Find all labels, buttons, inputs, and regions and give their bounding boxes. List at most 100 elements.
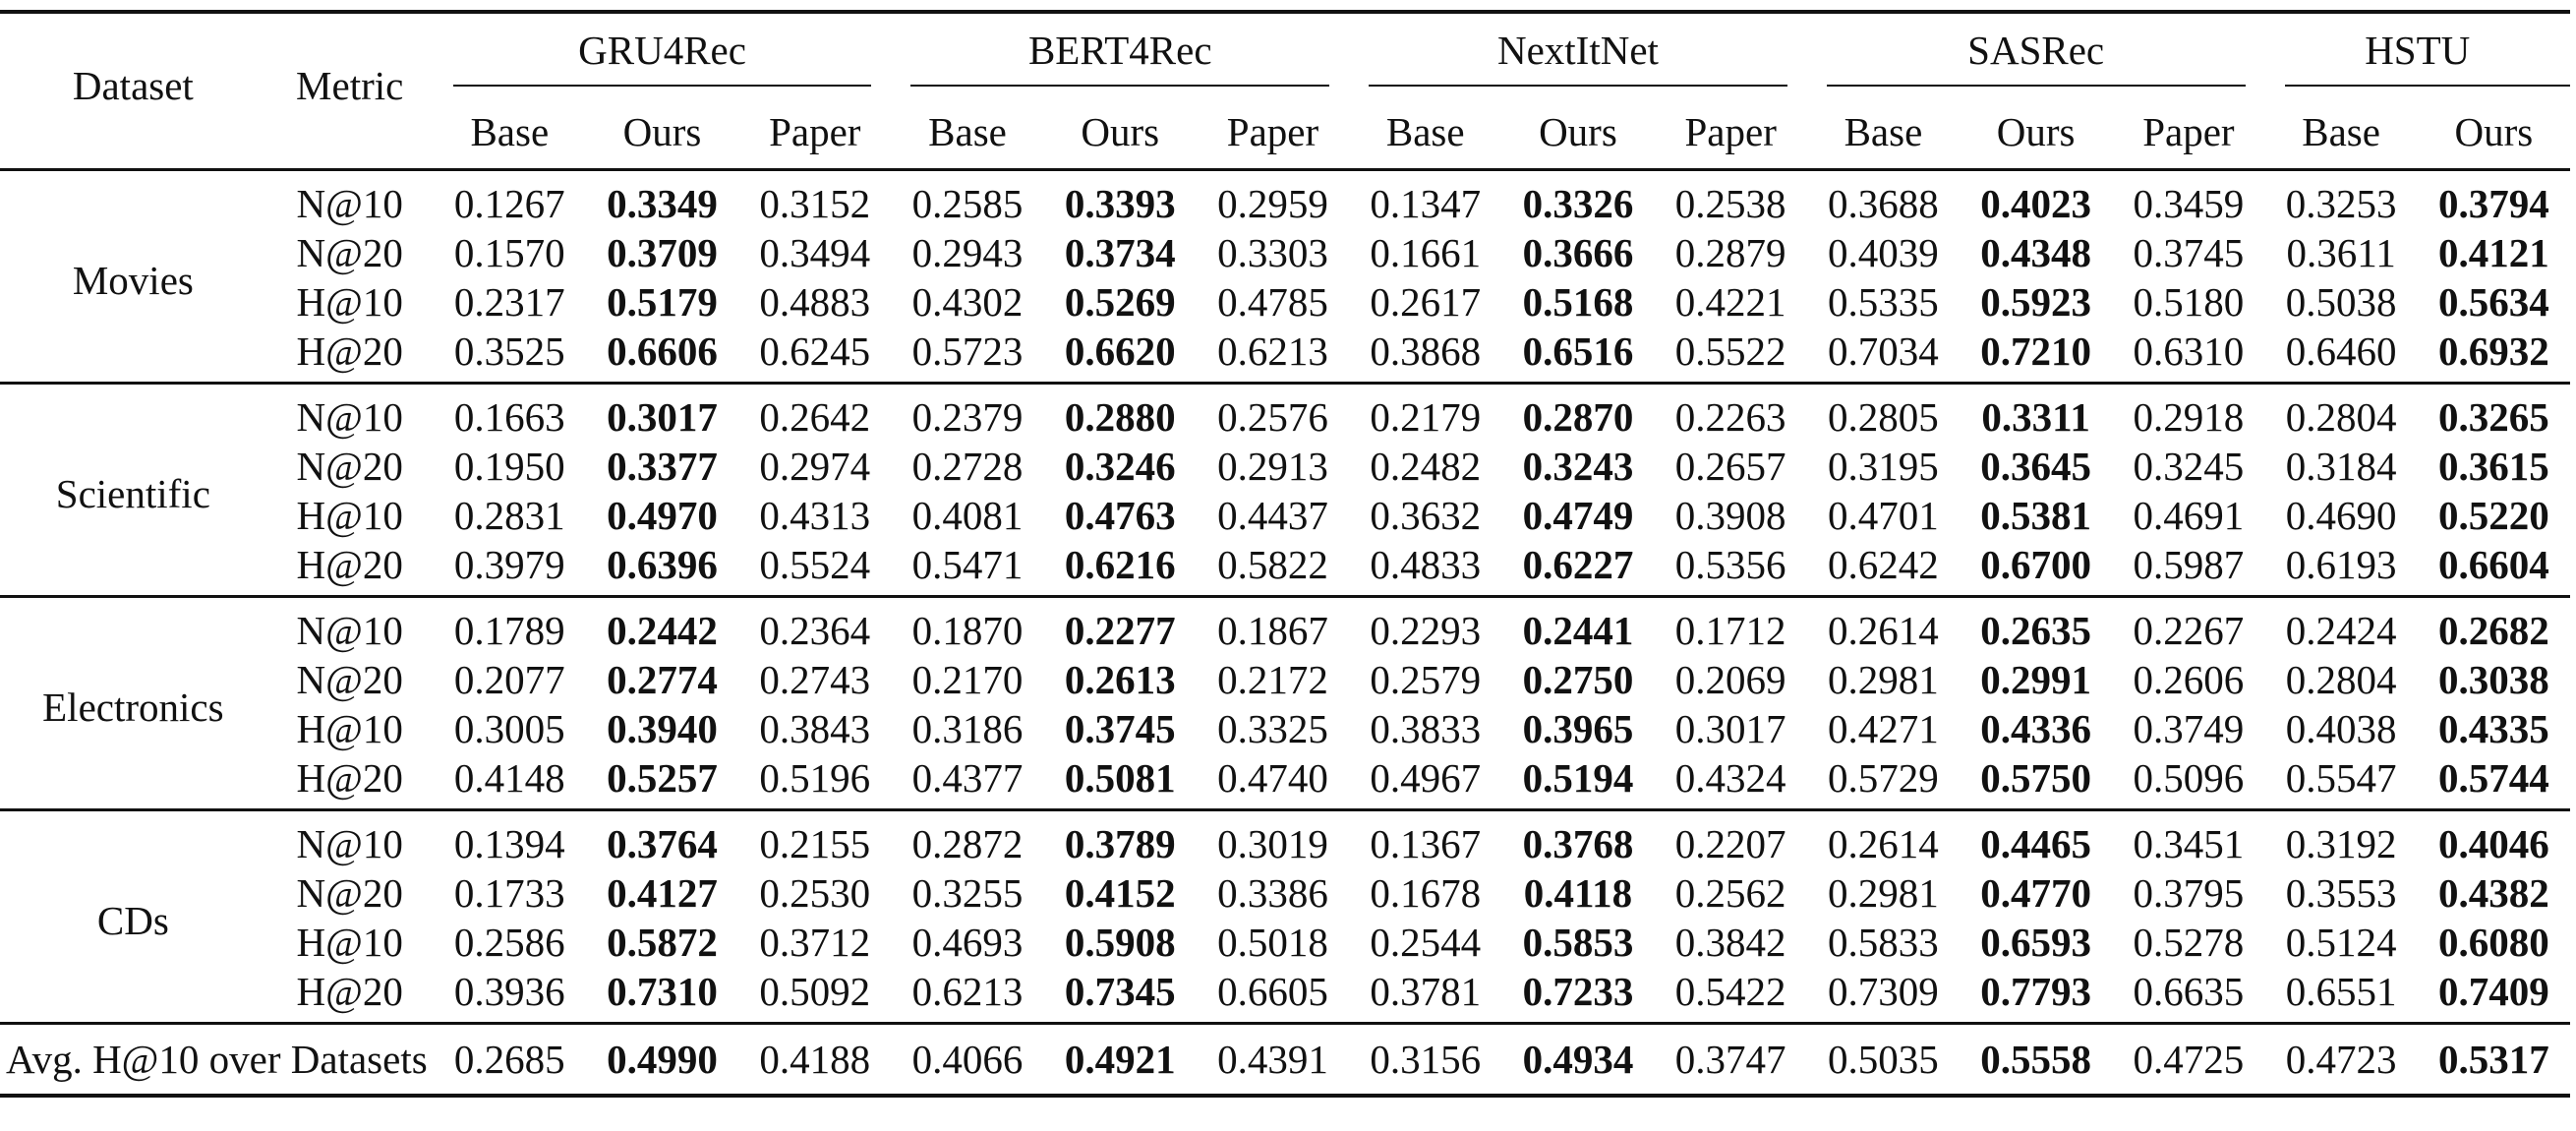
average-cell: 0.4725 — [2112, 1023, 2265, 1098]
table-row: N@20 0.1950 0.3377 0.2974 0.2728 0.3246 0.2913… — [0, 442, 2570, 491]
best-value-cell: 0.7210 — [1960, 327, 2113, 385]
best-average-cell: 0.5558 — [1960, 1023, 2113, 1098]
metric-label: N@20 — [296, 229, 403, 275]
value-cell: 0.3795 — [2133, 869, 2245, 916]
best-value-cell: 0.3038 — [2437, 656, 2549, 702]
metric-label: N@20 — [296, 656, 403, 702]
value-cell: 0.2657 — [1674, 443, 1786, 489]
value-cell: 0.2579 — [1370, 656, 1482, 702]
cmidrule — [2284, 85, 2570, 87]
value-cell: 0.5180 — [2133, 278, 2245, 325]
best-value-cell: 0.6700 — [1960, 540, 2113, 598]
best-value-cell: 0.3377 — [607, 443, 718, 489]
value-cell: 0.5729 — [1806, 753, 1961, 811]
col-header-base: Base — [2264, 96, 2418, 171]
metric-label: H@10 — [296, 492, 403, 538]
model-name: BERT4Rec — [1027, 28, 1212, 73]
value-cell: 0.4038 — [2285, 705, 2397, 751]
best-value-cell: 0.4127 — [607, 869, 718, 916]
value-cell: 0.4967 — [1349, 753, 1502, 811]
model-name: SASRec — [1967, 28, 2105, 73]
value-cell: 0.3688 — [1828, 180, 1939, 226]
best-value-cell: 0.3745 — [1064, 705, 1176, 751]
col-header-ours: Ours — [585, 96, 739, 171]
value-cell: 0.2267 — [2133, 607, 2245, 653]
value-cell: 0.2981 — [1828, 869, 1939, 916]
value-cell: 0.2728 — [911, 443, 1024, 489]
value-cell: 0.1712 — [1674, 607, 1786, 653]
best-value-cell: 0.2750 — [1522, 656, 1634, 702]
best-value-cell: 0.5168 — [1522, 278, 1634, 325]
value-cell: 0.5524 — [738, 540, 892, 598]
value-cell: 0.3781 — [1349, 967, 1502, 1025]
metric-label: H@20 — [265, 327, 434, 385]
value-cell: 0.3386 — [1217, 869, 1328, 916]
best-value-cell: 0.5853 — [1522, 919, 1634, 965]
table-row: N@20 0.1733 0.4127 0.2530 0.3255 0.4152 0.3386… — [0, 868, 2570, 918]
table-header: Dataset Metric GRU4Rec BERT4Rec NextItNe… — [0, 10, 2570, 171]
value-cell: 0.1367 — [1370, 820, 1482, 866]
best-value-cell: 0.6932 — [2417, 327, 2570, 385]
value-cell: 0.2379 — [911, 393, 1024, 440]
best-value-cell: 0.7310 — [585, 967, 739, 1025]
value-cell: 0.3494 — [759, 229, 871, 275]
table-body: Movies N@10 0.1267 0.3349 0.3152 0.2585 0.3393… — [0, 169, 2570, 1098]
col-header-ours: Ours — [1960, 96, 2113, 171]
value-cell: 0.4039 — [1828, 229, 1939, 275]
value-cell: 0.3255 — [911, 869, 1024, 916]
value-cell: 0.2617 — [1370, 278, 1482, 325]
best-value-cell: 0.7233 — [1501, 967, 1655, 1025]
value-cell: 0.5356 — [1654, 540, 1807, 598]
table-row: Scientific N@10 0.1663 0.3017 0.2642 0.2379 0.… — [0, 383, 2570, 598]
value-cell: 0.2170 — [911, 656, 1024, 702]
cmidrule — [452, 85, 872, 87]
value-cell: 0.2069 — [1674, 656, 1786, 702]
value-cell: 0.4148 — [433, 753, 586, 811]
cmidrule — [1369, 85, 1787, 87]
value-cell: 0.3192 — [2285, 820, 2397, 866]
value-cell: 0.6635 — [2112, 967, 2265, 1025]
best-value-cell: 0.3311 — [1981, 393, 2090, 440]
table-row: H@10 0.2831 0.4970 0.4313 0.4081 0.4763 0.4437… — [0, 491, 2570, 540]
value-cell: 0.2364 — [759, 607, 871, 653]
value-cell: 0.4271 — [1828, 705, 1939, 751]
best-average-cell: 0.4921 — [1043, 1023, 1197, 1098]
value-cell: 0.2576 — [1217, 393, 1328, 440]
best-value-cell: 0.3789 — [1064, 820, 1176, 866]
best-value-cell: 0.2635 — [1980, 607, 2092, 653]
best-value-cell: 0.3393 — [1064, 180, 1176, 226]
value-cell: 0.1267 — [453, 180, 565, 226]
value-cell: 0.1950 — [453, 443, 565, 489]
value-cell: 0.3459 — [2133, 180, 2245, 226]
average-cell: 0.2685 — [433, 1023, 586, 1098]
best-value-cell: 0.4770 — [1980, 869, 2092, 916]
col-header-paper: Paper — [738, 96, 892, 171]
metric-label: N@10 — [296, 607, 403, 653]
model-header-bert4rec: BERT4Rec — [891, 10, 1350, 96]
dataset-label: Scientific — [0, 383, 266, 598]
value-cell: 0.5471 — [891, 540, 1044, 598]
value-cell: 0.2743 — [759, 656, 871, 702]
results-table: Dataset Metric GRU4Rec BERT4Rec NextItNe… — [0, 10, 2570, 1098]
value-cell: 0.5822 — [1196, 540, 1350, 598]
best-value-cell: 0.2880 — [1064, 393, 1176, 440]
best-value-cell: 0.5744 — [2417, 753, 2570, 811]
value-cell: 0.4785 — [1217, 278, 1328, 325]
model-header-gru4rec: GRU4Rec — [433, 10, 892, 96]
dataset-label: CDs — [0, 809, 266, 1025]
model-name: NextItNet — [1496, 28, 1659, 73]
value-cell: 0.3936 — [433, 967, 586, 1025]
value-cell: 0.2207 — [1674, 820, 1786, 866]
average-label: Avg. H@10 over Datasets — [0, 1023, 434, 1098]
average-cell: 0.5035 — [1806, 1023, 1961, 1098]
value-cell: 0.3632 — [1370, 492, 1482, 538]
value-cell: 0.1733 — [453, 869, 565, 916]
best-value-cell: 0.2774 — [607, 656, 718, 702]
model-header-nextitnet: NextItNet — [1349, 10, 1807, 96]
value-cell: 0.2879 — [1674, 229, 1786, 275]
best-value-cell: 0.4970 — [607, 492, 718, 538]
value-cell: 0.2642 — [759, 393, 871, 440]
col-header-base: Base — [1806, 96, 1961, 171]
metric-header: Metric — [265, 10, 434, 171]
best-value-cell: 0.2870 — [1522, 393, 1634, 440]
